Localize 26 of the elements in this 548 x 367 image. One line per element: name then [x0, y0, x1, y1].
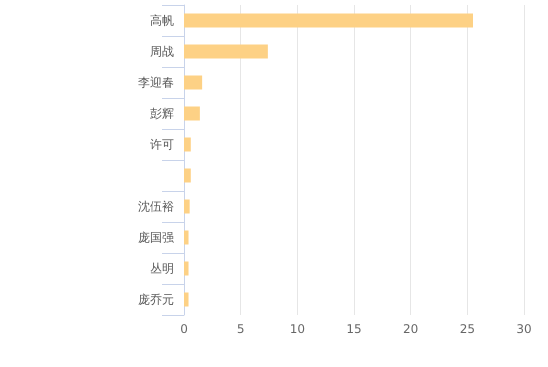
bar — [184, 106, 200, 120]
bar — [184, 138, 191, 152]
x-tick-label: 10 — [290, 322, 305, 336]
bar — [184, 292, 189, 306]
y-tick-label: 彭辉 — [150, 106, 174, 120]
bar — [184, 168, 191, 182]
bar — [184, 262, 189, 276]
bar — [184, 14, 473, 28]
bar — [184, 200, 190, 214]
bar — [184, 76, 202, 90]
y-tick-label: 李迎春 — [138, 76, 174, 90]
x-tick-label: 5 — [236, 322, 244, 336]
x-tick-label: 0 — [180, 322, 188, 336]
bar — [184, 44, 268, 58]
y-tick-label: 庞国强 — [138, 230, 174, 244]
x-tick-label: 30 — [516, 322, 532, 336]
y-tick-label: 庞乔元 — [138, 292, 174, 306]
x-tick-label: 25 — [460, 322, 475, 336]
y-tick-label: 许可 — [150, 138, 174, 152]
y-tick-label: 丛明 — [150, 262, 174, 276]
y-tick-label: 沈伍裕 — [138, 200, 174, 214]
y-tick-label: 高帆 — [150, 14, 174, 28]
x-tick-label: 20 — [403, 322, 418, 336]
x-tick-label: 15 — [346, 322, 362, 336]
bar — [184, 230, 189, 244]
y-tick-label: 周战 — [150, 44, 174, 58]
